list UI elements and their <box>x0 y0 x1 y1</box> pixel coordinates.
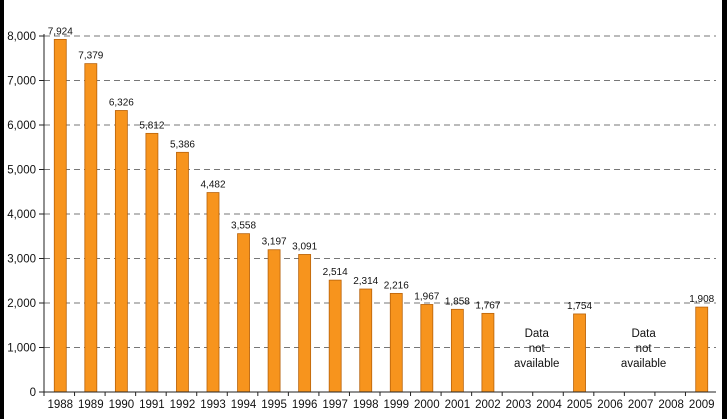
bar-1993 <box>206 192 220 393</box>
bar-1988 <box>53 38 67 393</box>
bars <box>53 38 709 393</box>
y-tick-label: 7,000 <box>7 76 36 88</box>
bar-1996 <box>298 254 312 393</box>
x-tick-label: 1992 <box>170 399 196 411</box>
data-label-1989: 7,379 <box>78 51 103 62</box>
x-tick-label: 2009 <box>689 399 715 411</box>
x-tick-label: 2002 <box>475 399 501 411</box>
bar-2001 <box>450 308 464 393</box>
data-label-2005: 1,754 <box>567 301 592 312</box>
annotation-line: not <box>529 343 546 355</box>
y-tick-label: 3,000 <box>7 254 36 266</box>
x-tick-label: 2006 <box>597 399 623 411</box>
y-tick-label: 2,000 <box>7 298 36 310</box>
bar-1995 <box>267 249 281 393</box>
x-tick-label: 1995 <box>261 399 287 411</box>
annotations: Data not available Data not available <box>514 328 666 370</box>
bar-1989 <box>84 63 98 393</box>
y-tick-label: 6,000 <box>7 120 36 132</box>
bar-2005 <box>573 313 586 393</box>
data-label-1993: 4,482 <box>200 180 225 191</box>
annotation-line: not <box>636 343 653 355</box>
x-tick-label: 1999 <box>383 399 409 411</box>
x-tick-label: 1990 <box>109 399 135 411</box>
x-tick-label: 1991 <box>139 399 165 411</box>
bar-2000 <box>420 304 434 393</box>
x-tick-label: 1989 <box>78 399 104 411</box>
x-tick-label: 1988 <box>47 399 73 411</box>
annotation-data-not-available: Data not available <box>514 328 559 370</box>
y-tick-label: 5,000 <box>7 165 36 177</box>
bar-1999 <box>389 292 403 393</box>
bar-1992 <box>176 151 189 393</box>
x-tick-label: 2005 <box>567 399 593 411</box>
bar-1998 <box>359 288 373 393</box>
bar-2002 <box>481 312 495 393</box>
data-label-1999: 2,216 <box>384 280 409 291</box>
data-label-1991: 5,812 <box>139 120 164 131</box>
x-tick-label: 1998 <box>353 399 379 411</box>
annotation-line: available <box>514 358 559 370</box>
annotation-data-not-available: Data not available <box>621 328 666 370</box>
gridlines <box>44 35 716 348</box>
y-tick-label: 4,000 <box>7 209 36 221</box>
bar-1997 <box>328 279 342 393</box>
data-label-2002: 1,767 <box>475 300 500 311</box>
y-tick-label: 1,000 <box>7 343 36 355</box>
data-label-1996: 3,091 <box>292 241 317 252</box>
x-tick-label: 1996 <box>292 399 318 411</box>
x-tick-label: 1993 <box>200 399 226 411</box>
annotation-line: Data <box>631 328 656 340</box>
x-tick-label: 1997 <box>322 399 348 411</box>
x-tick-label: 2000 <box>414 399 440 411</box>
annotation-line: Data <box>525 328 550 340</box>
bar-1990 <box>114 110 128 393</box>
data-label-1992: 5,386 <box>170 139 195 150</box>
data-label-1994: 3,558 <box>231 221 256 232</box>
data-label-1995: 3,197 <box>262 237 287 248</box>
data-label-1997: 2,514 <box>323 267 348 278</box>
x-tick-label: 1994 <box>231 399 257 411</box>
x-tick-label: 2004 <box>536 399 562 411</box>
y-tick-label: 8,000 <box>7 31 36 43</box>
bar-1991 <box>145 132 159 393</box>
data-label-2000: 1,967 <box>414 291 439 302</box>
y-axis-ticks: 0 1,000 2,000 3,000 4,000 5,000 6,000 7,000 8,00… <box>7 31 44 399</box>
y-tick-label: 0 <box>30 387 36 399</box>
x-tick-label: 2003 <box>506 399 532 411</box>
bar-1994 <box>237 233 250 393</box>
data-label-2009: 1,908 <box>689 294 714 305</box>
bar-2009 <box>695 306 709 393</box>
annotation-line: available <box>621 358 666 370</box>
data-label-1990: 6,326 <box>109 97 134 108</box>
x-axis-ticks: 1988 1989 1990 1991 1992 1993 1994 1995 1996 1997… <box>43 392 715 411</box>
data-label-2001: 1,858 <box>445 296 470 307</box>
x-tick-label: 2001 <box>445 399 471 411</box>
x-tick-label: 2007 <box>628 399 654 411</box>
data-labels: 7,924 7,379 6,326 5,812 5,386 4,482 3,558 3,197… <box>48 26 715 312</box>
x-tick-label: 2008 <box>658 399 684 411</box>
data-label-1988: 7,924 <box>48 26 73 37</box>
data-label-1998: 2,314 <box>353 276 378 287</box>
